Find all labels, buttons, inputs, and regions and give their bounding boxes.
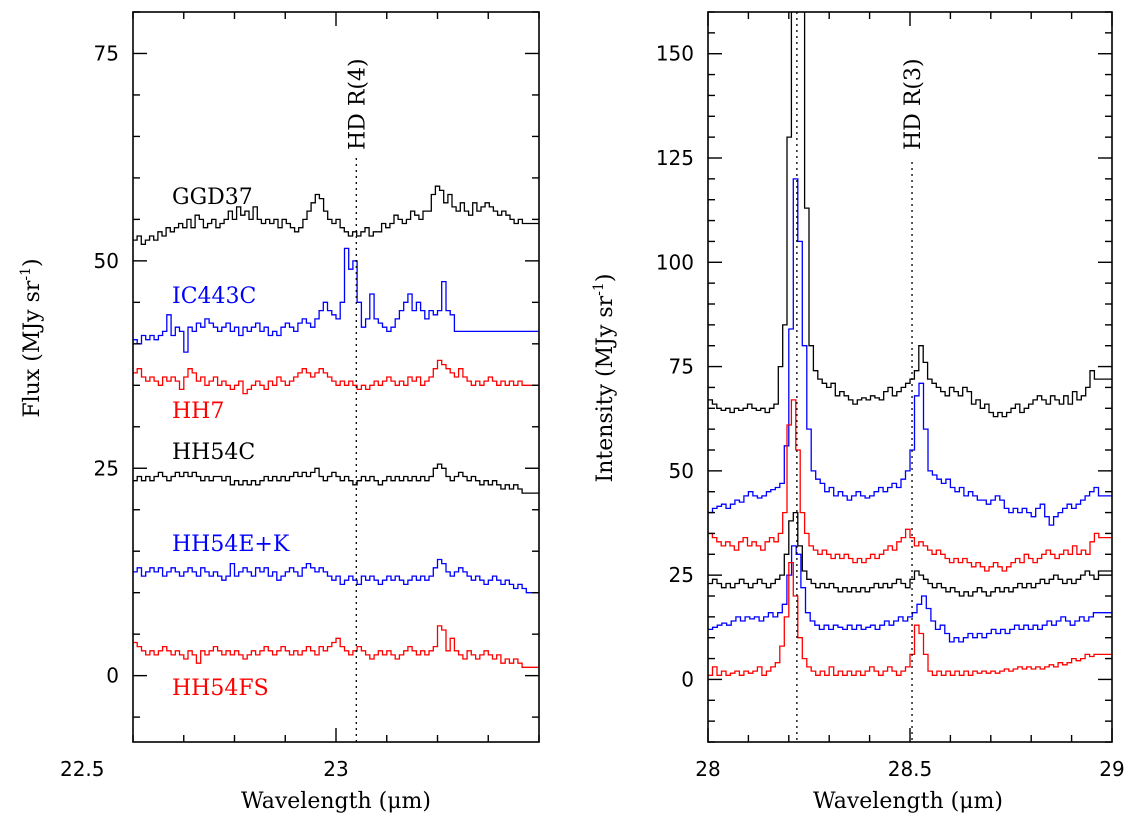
right-y-tick-label: 50 (669, 459, 694, 483)
right-x-axis-title: Wavelength (μm) (813, 789, 1003, 814)
right-y-tick-label: 0 (681, 667, 694, 691)
right-series-layer (708, 12, 1112, 676)
left-y-tick-label: 50 (94, 249, 119, 273)
right-x-tick-label: 29 (1099, 757, 1124, 781)
right-tick-label-layer: 0 25 50 75 100 125 150 28 28.5 29 (656, 42, 1125, 781)
left-y-tick-label: 25 (94, 456, 119, 480)
right-y-tick-label: 25 (669, 563, 694, 587)
left-y-axis-title-sup: -1 (18, 267, 34, 281)
left-y-tick-label: 75 (94, 41, 119, 65)
left-series-ic443c (133, 247, 539, 353)
left-series-label-hh54fs: HH54FS (172, 676, 269, 701)
left-panel: HD R(4) 0 25 50 75 22.5 23 GGD37 IC443C HH7 H… (18, 11, 540, 814)
right-y-axis-title-close: ) (593, 274, 618, 283)
left-plot-frame (132, 11, 540, 743)
right-y-tick-label: 75 (669, 355, 694, 379)
right-y-tick-label: 125 (656, 146, 694, 170)
left-tick-layer (132, 11, 540, 742)
right-plot-frame (707, 11, 1113, 743)
left-x-tick-label: 23 (323, 757, 348, 781)
left-y-tick-label: 0 (106, 664, 119, 688)
left-series-label-ic443c: IC443C (172, 284, 256, 309)
right-x-tick-label: 28.5 (888, 757, 933, 781)
left-series-label-layer: GGD37 IC443C HH7 HH54C HH54E+K HH54FS (172, 185, 290, 701)
left-y-axis-title-main: Flux (MJy sr (20, 280, 45, 418)
left-x-tick-label: 22.5 (60, 757, 105, 781)
right-series-hh54c (708, 511, 1112, 597)
right-panel: HD R(3) 0 25 50 75 100 125 150 28 28.5 29 Wavelen… (591, 11, 1125, 814)
right-tick-layer (707, 11, 1113, 743)
left-series-ggd37 (133, 185, 539, 245)
right-y-axis-title-main: Intensity (MJy sr (593, 295, 618, 482)
right-y-axis-title-sup: -1 (591, 282, 607, 296)
right-annotation-layer: HD R(3) (796, 12, 926, 742)
left-series-layer (133, 185, 539, 668)
left-x-axis-title: Wavelength (μm) (241, 789, 431, 814)
right-series-hh7 (708, 399, 1112, 572)
left-y-axis-title-close: ) (20, 258, 45, 267)
left-series-label-hh54c: HH54C (172, 440, 255, 465)
left-series-label-hh7: HH7 (172, 399, 224, 424)
left-y-axis-title: Flux (MJy sr-1) (18, 258, 45, 417)
right-series-hh54fs (708, 561, 1112, 676)
left-series-hh54fs (133, 625, 539, 668)
right-y-tick-label: 150 (656, 42, 694, 66)
right-y-axis-title: Intensity (MJy sr-1) (591, 274, 618, 483)
left-annotation-label: HD R(4) (345, 58, 370, 150)
left-tick-label-layer: 0 25 50 75 22.5 23 (60, 41, 349, 781)
right-series-hh54e-k (708, 545, 1112, 643)
left-series-hh54e-k (133, 558, 539, 594)
right-y-tick-label: 100 (656, 250, 694, 274)
right-series-ggd37 (708, 12, 1112, 418)
left-series-hh54c (133, 463, 539, 494)
left-series-hh7 (133, 359, 539, 395)
right-series-ic443c (708, 178, 1112, 526)
right-x-tick-label: 28 (695, 757, 720, 781)
left-series-label-ggd37: GGD37 (172, 185, 253, 210)
right-annotation-label: HD R(3) (901, 58, 926, 150)
left-series-label-hh54ek: HH54E+K (172, 532, 290, 557)
left-annotation-layer: HD R(4) (345, 58, 370, 742)
